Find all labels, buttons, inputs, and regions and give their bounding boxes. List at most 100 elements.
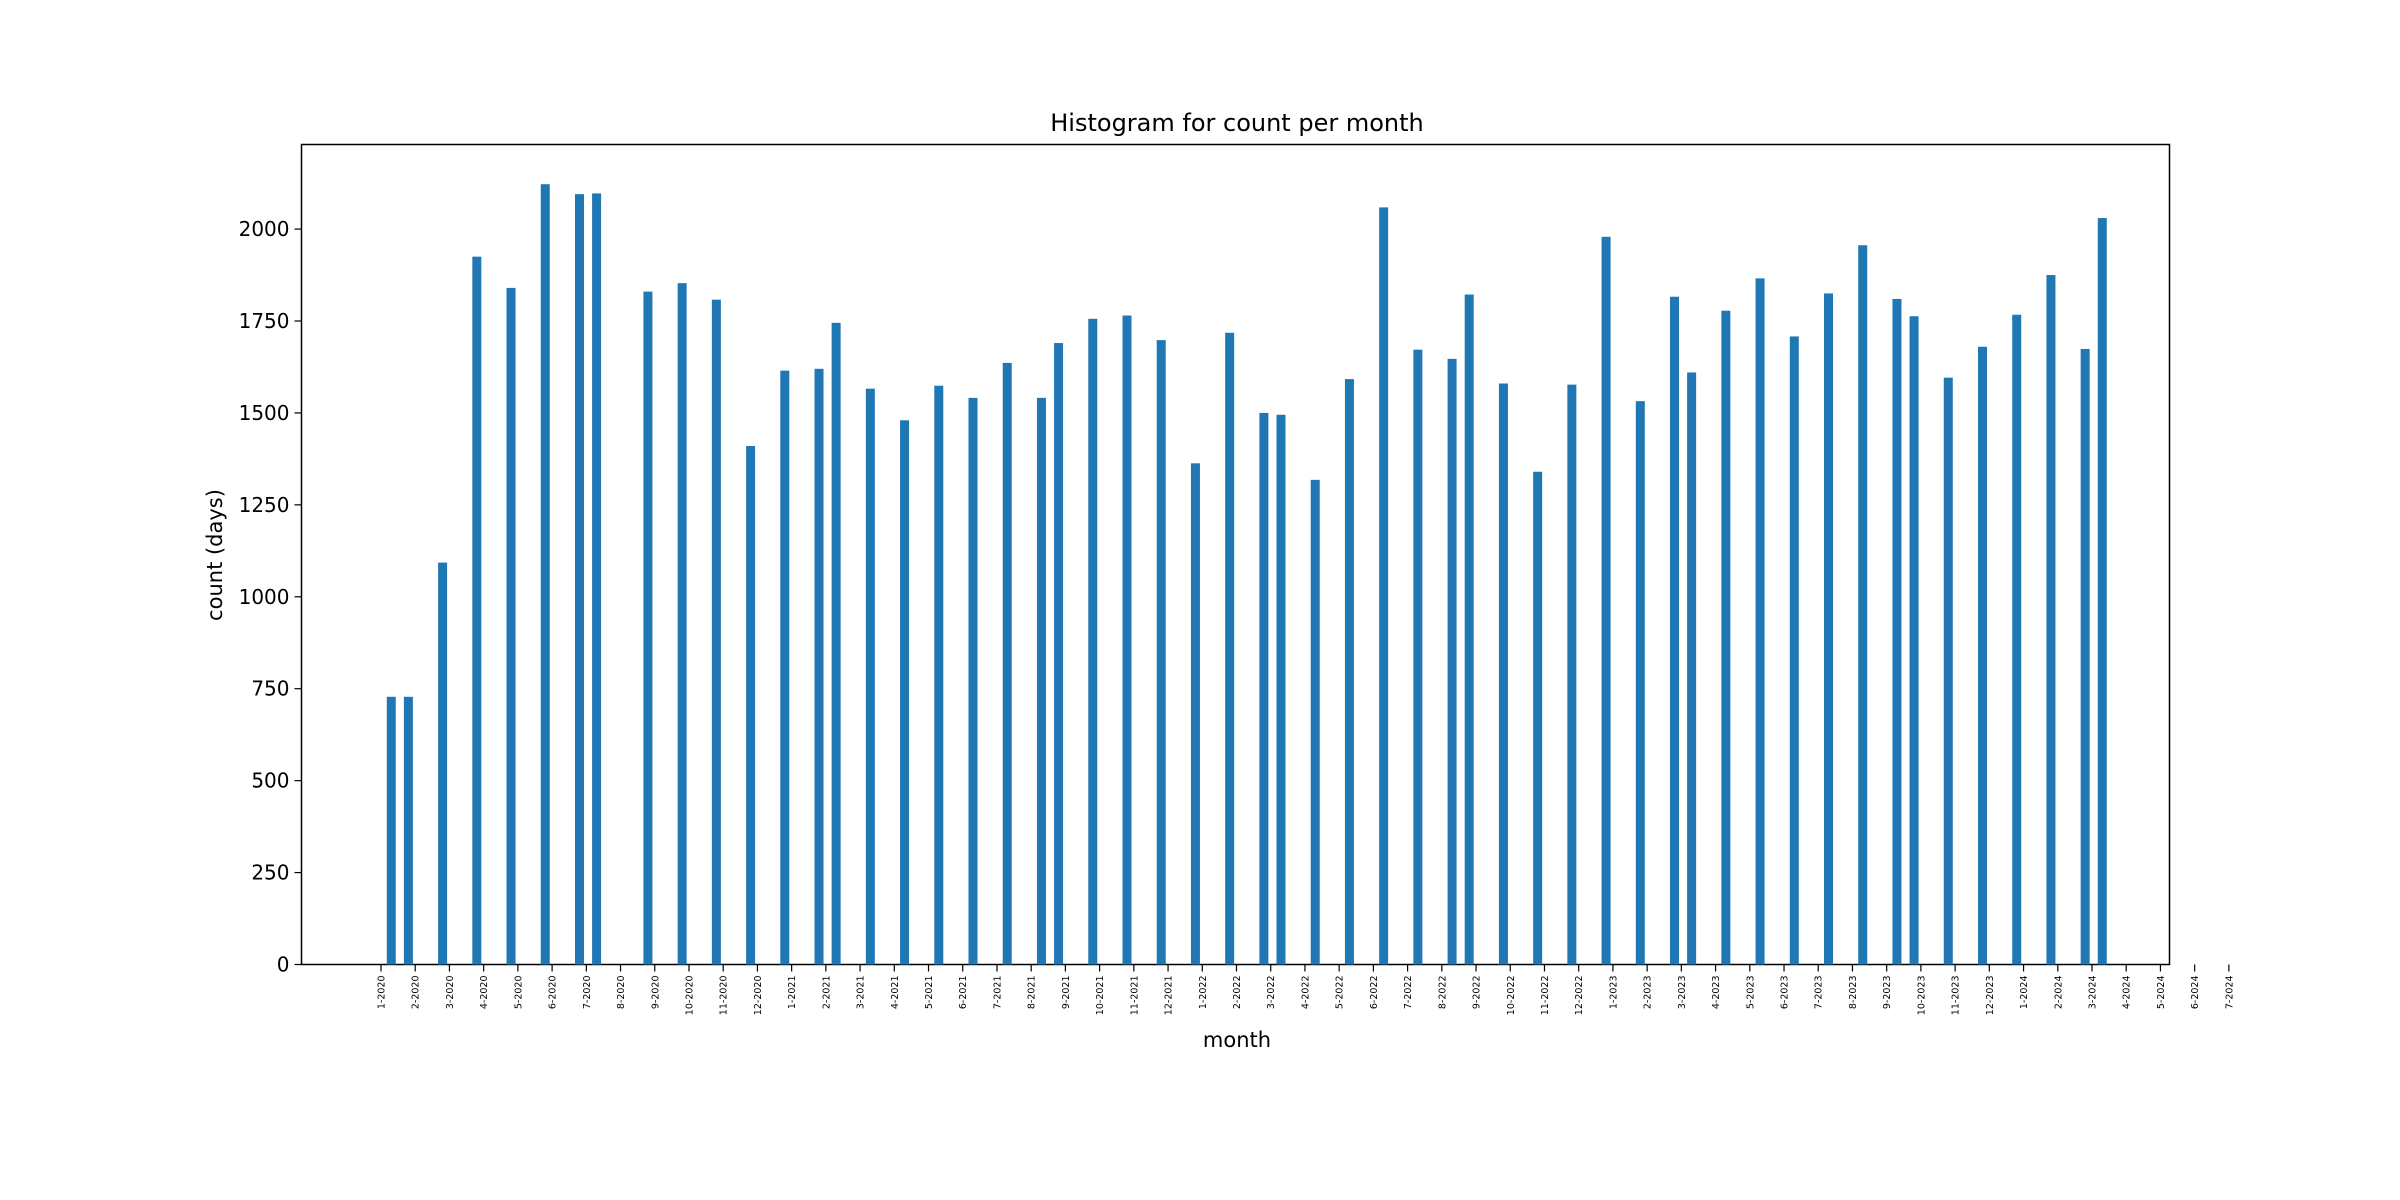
x-tick-label: 6-2020: [548, 976, 559, 1010]
bar: [677, 283, 687, 965]
x-tick-label: 11-2022: [1540, 976, 1551, 1016]
bar: [746, 446, 756, 965]
x-tick-label: 3-2023: [1677, 976, 1688, 1010]
bar: [780, 370, 790, 965]
x-tick-label: 6-2021: [958, 976, 969, 1010]
x-tick-label: 9-2023: [1882, 976, 1893, 1010]
bar: [540, 184, 550, 965]
x-tick-label: 9-2021: [1061, 976, 1072, 1010]
x-tick-label: 7-2020: [582, 976, 593, 1010]
x-tick-label: 10-2020: [684, 976, 695, 1016]
bar: [643, 291, 653, 965]
bar: [386, 696, 396, 965]
bar: [1190, 463, 1200, 965]
x-tick-label: 3-2020: [445, 976, 456, 1010]
bar: [2097, 218, 2107, 965]
x-tick-label: 1-2020: [377, 976, 388, 1010]
x-tick-label: 8-2020: [616, 976, 627, 1010]
x-tick-label: 2-2020: [411, 976, 422, 1010]
bar: [1755, 278, 1765, 965]
chart-title: Histogram for count per month: [1050, 109, 1424, 137]
x-tick-label: 5-2021: [924, 976, 935, 1010]
x-tick-label: 7-2022: [1403, 976, 1414, 1010]
bar: [1858, 245, 1868, 965]
bar: [506, 287, 516, 965]
bar: [900, 420, 910, 965]
x-tick-label: 7-2021: [992, 976, 1003, 1010]
y-tick-label: 0: [277, 953, 290, 977]
bar: [865, 388, 875, 965]
x-tick-label: 4-2022: [1300, 976, 1311, 1010]
bar: [1002, 362, 1012, 965]
x-tick-label: 10-2022: [1506, 976, 1517, 1016]
x-tick-label: 2-2021: [821, 976, 832, 1010]
bar: [711, 299, 721, 965]
bar: [1379, 207, 1389, 965]
bar: [574, 194, 584, 965]
x-tick-label: 3-2024: [2088, 976, 2099, 1010]
plot-area-frame: [300, 143, 2171, 966]
x-tick-label: 1-2023: [1608, 976, 1619, 1010]
bar: [934, 385, 944, 965]
x-tick-label: 1-2024: [2019, 976, 2030, 1010]
bar: [1824, 293, 1834, 965]
x-tick-label: 4-2021: [890, 976, 901, 1010]
x-tick-label: 10-2023: [1916, 976, 1927, 1016]
y-tick-label: 1750: [239, 309, 290, 333]
bar: [2046, 275, 2056, 965]
bar: [1088, 318, 1098, 965]
bar: [831, 322, 841, 965]
x-tick-label: 7-2024: [2224, 976, 2235, 1010]
bar: [403, 696, 413, 965]
x-tick-label: 12-2021: [1164, 976, 1175, 1016]
y-axis-label: count (days): [203, 489, 227, 621]
bar: [1156, 340, 1166, 965]
bar: [1310, 479, 1320, 965]
bar: [1892, 298, 1902, 965]
x-tick-label: 5-2022: [1335, 976, 1346, 1010]
y-tick-label: 250: [251, 861, 289, 885]
bar: [968, 397, 978, 965]
bar: [1036, 397, 1046, 965]
x-tick-label: 5-2024: [2156, 976, 2167, 1010]
x-tick-label: 11-2020: [719, 976, 730, 1016]
bar-series: [386, 184, 2107, 965]
bar: [1054, 343, 1064, 965]
x-tick-label: 5-2020: [513, 976, 524, 1010]
bar: [1276, 414, 1286, 965]
bar: [472, 256, 482, 965]
x-tick-label: 1-2021: [787, 976, 798, 1010]
bar: [1498, 383, 1508, 965]
x-tick-label: 3-2022: [1266, 976, 1277, 1010]
x-tick-label: 12-2023: [1985, 976, 1996, 1016]
x-tick-label: 11-2023: [1951, 976, 1962, 1016]
bar: [1567, 384, 1577, 965]
x-axis-label: month: [1203, 1028, 1271, 1052]
bar: [1909, 316, 1919, 965]
bar: [592, 193, 602, 965]
x-tick-label: 4-2024: [2122, 976, 2133, 1010]
bar: [1447, 358, 1457, 965]
bar: [1943, 377, 1953, 965]
x-tick-label: 9-2022: [1472, 976, 1483, 1010]
y-tick-label: 2000: [239, 217, 290, 241]
bar: [438, 562, 448, 965]
x-tick-label: 3-2021: [856, 976, 867, 1010]
x-tick-label: 6-2024: [2190, 976, 2201, 1010]
x-tick-label: 4-2023: [1711, 976, 1722, 1010]
bar: [1344, 379, 1354, 965]
bar: [1978, 346, 1987, 965]
bar: [2080, 348, 2090, 965]
bar: [1789, 336, 1799, 965]
x-tick-label: 6-2022: [1369, 976, 1380, 1010]
x-tick-label: 6-2023: [1780, 976, 1791, 1010]
bar: [2012, 314, 2022, 965]
bar: [1464, 294, 1474, 965]
x-tick-label: 8-2022: [1437, 976, 1448, 1010]
x-tick-label: 10-2021: [1095, 976, 1106, 1016]
x-axis: 1-2020 2-2020 3-2020 4-2020 5-2020 6-2020 7-20…: [377, 964, 2235, 1016]
bar: [1533, 471, 1543, 965]
x-tick-label: 12-2022: [1574, 976, 1585, 1016]
x-tick-label: 11-2021: [1129, 976, 1140, 1016]
